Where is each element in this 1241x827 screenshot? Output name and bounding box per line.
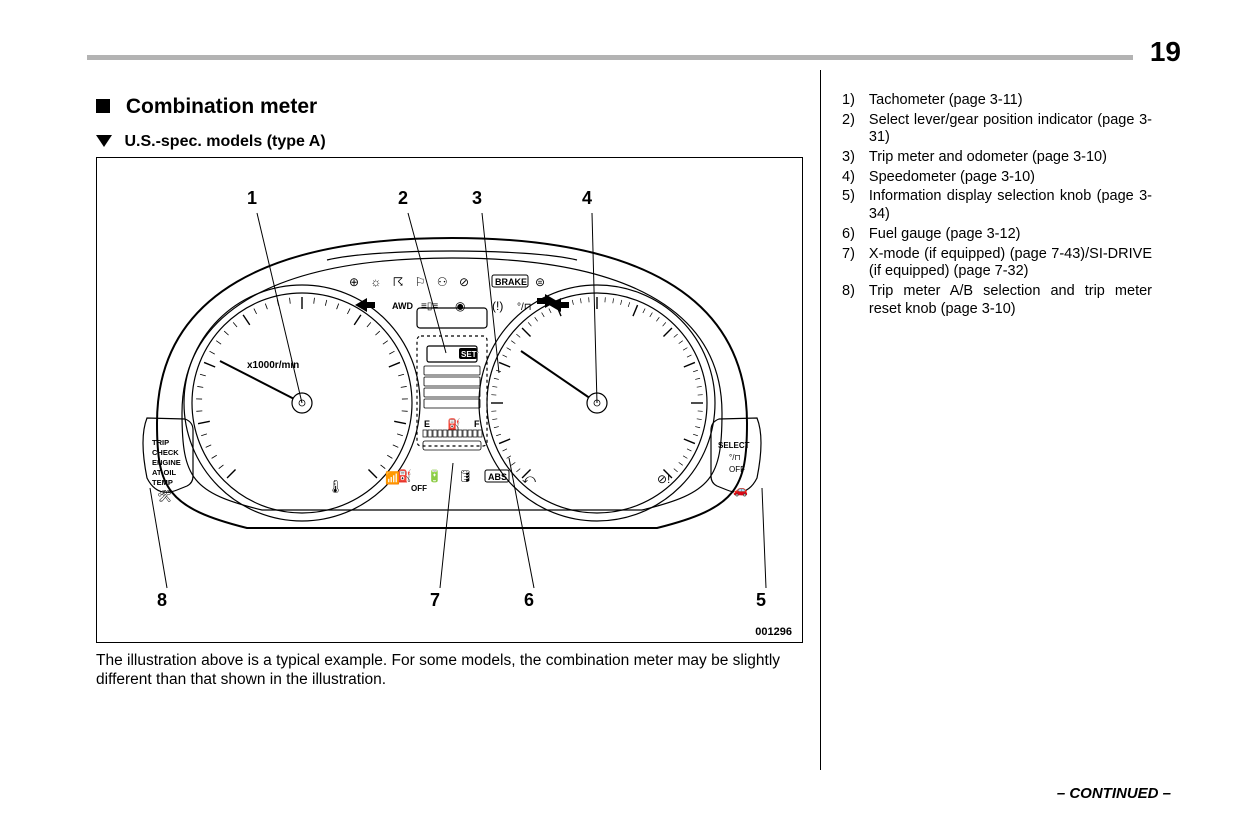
svg-text:CHECK: CHECK: [152, 448, 179, 457]
svg-text:⛽: ⛽: [447, 418, 461, 431]
callout-5: 5: [756, 590, 766, 611]
callout-2: 2: [398, 188, 408, 209]
svg-text:(!): (!): [492, 299, 503, 313]
continued-footer: – CONTINUED –: [1057, 785, 1171, 802]
svg-text:AWD: AWD: [392, 301, 413, 311]
svg-text:x1000r/min: x1000r/min: [247, 360, 299, 371]
legend-number: 3): [842, 149, 869, 169]
main-column: Combination meter U.S.-spec. models (typ…: [96, 95, 801, 705]
heading-text: Combination meter: [126, 95, 317, 118]
svg-text:°/⊓: °/⊓: [517, 302, 532, 313]
svg-text:⛽ 🔋 🛢: ⛽ 🔋 🛢: [397, 469, 479, 483]
legend-item: 2)Select lever/gear position indicator (…: [842, 112, 1152, 149]
square-bullet-icon: [96, 99, 110, 113]
svg-text:⊜: ⊜: [535, 275, 545, 289]
svg-text:°/⊓: °/⊓: [729, 453, 741, 462]
callout-3: 3: [472, 188, 482, 209]
callout-8: 8: [157, 590, 167, 611]
legend-number: 8): [842, 283, 869, 320]
legend-item: 5)Information display selection knob (pa…: [842, 188, 1152, 225]
legend-item: 7)X-mode (if equipped) (page 7-43)/SI-DR…: [842, 246, 1152, 283]
legend-text: Tachometer (page 3-11): [869, 92, 1152, 112]
svg-text:🚗: 🚗: [733, 483, 748, 497]
combination-meter-diagram: x1000r/min🌡⤺⊘!SETSETE⛽F⛽ 🔋 🛢 OFFABS📶⊕ ☼ …: [97, 158, 802, 642]
svg-text:TEMP: TEMP: [152, 478, 173, 487]
legend-number: 7): [842, 246, 869, 283]
svg-text:BRAKE: BRAKE: [495, 277, 527, 287]
callout-4: 4: [582, 188, 592, 209]
legend-item: 3)Trip meter and odometer (page 3-10): [842, 149, 1152, 169]
legend-list: 1)Tachometer (page 3-11)2)Select lever/g…: [842, 92, 1152, 320]
svg-text:⊕ ☼ ☈ ⚐ ⚇ ⊘: ⊕ ☼ ☈ ⚐ ⚇ ⊘: [349, 275, 473, 289]
section-heading: Combination meter: [96, 95, 801, 119]
svg-text:🛠: 🛠: [157, 489, 172, 503]
header-rule: [87, 55, 1133, 60]
callout-7: 7: [430, 590, 440, 611]
svg-text:ABS: ABS: [488, 472, 507, 482]
svg-text:⤺: ⤺: [522, 471, 536, 486]
svg-text:🌡: 🌡: [327, 479, 344, 494]
legend-text: Speedometer (page 3-10): [869, 169, 1152, 189]
callout-6: 6: [524, 590, 534, 611]
column-divider: [820, 70, 821, 770]
svg-text:OFF: OFF: [729, 465, 745, 474]
svg-text:ENGINE: ENGINE: [152, 458, 181, 467]
legend-number: 5): [842, 188, 869, 225]
svg-text:≡▯≡: ≡▯≡: [421, 301, 438, 312]
svg-text:◉: ◉: [455, 299, 465, 313]
figure-id: 001296: [755, 626, 792, 638]
legend-item: 8)Trip meter A/B selection and trip mete…: [842, 283, 1152, 320]
legend-number: 6): [842, 226, 869, 246]
figure-caption: The illustration above is a typical exam…: [96, 651, 801, 690]
svg-text:⊘!: ⊘!: [657, 472, 670, 486]
manual-page: 19 Combination meter U.S.-spec. models (…: [0, 0, 1241, 827]
triangle-bullet-icon: [96, 135, 112, 147]
legend-item: 6)Fuel gauge (page 3-12): [842, 226, 1152, 246]
legend-item: 4)Speedometer (page 3-10): [842, 169, 1152, 189]
svg-text:SET: SET: [461, 350, 477, 359]
subheading-text: U.S.-spec. models (type A): [124, 133, 325, 150]
legend-text: X-mode (if equipped) (page 7-43)/SI-DRIV…: [869, 246, 1152, 283]
legend-column: 1)Tachometer (page 3-11)2)Select lever/g…: [842, 92, 1152, 320]
page-number: 19: [1150, 36, 1181, 68]
legend-text: Fuel gauge (page 3-12): [869, 226, 1152, 246]
figure-box: 1 2 3 4 8 7 6 5 001296 x1000r/min 🌡 ⤺ ⊘! SET…: [96, 157, 803, 643]
svg-text:📶: 📶: [385, 471, 400, 485]
legend-text: Select lever/gear position indicator (pa…: [869, 112, 1152, 149]
legend-text: Trip meter A/B selection and trip meter …: [869, 283, 1152, 320]
svg-text:F: F: [474, 419, 480, 429]
legend-item: 1)Tachometer (page 3-11): [842, 92, 1152, 112]
svg-text:TRIP: TRIP: [152, 438, 169, 447]
legend-number: 1): [842, 92, 869, 112]
svg-text:E: E: [424, 419, 430, 429]
legend-number: 4): [842, 169, 869, 189]
svg-text:AT OIL: AT OIL: [152, 468, 176, 477]
svg-text:SELECT: SELECT: [718, 441, 750, 450]
svg-text:OFF: OFF: [411, 484, 427, 493]
legend-text: Information display selection knob (page…: [869, 188, 1152, 225]
legend-text: Trip meter and odometer (page 3-10): [869, 149, 1152, 169]
callout-1: 1: [247, 188, 257, 209]
sub-heading: U.S.-spec. models (type A): [96, 133, 801, 151]
legend-number: 2): [842, 112, 869, 149]
